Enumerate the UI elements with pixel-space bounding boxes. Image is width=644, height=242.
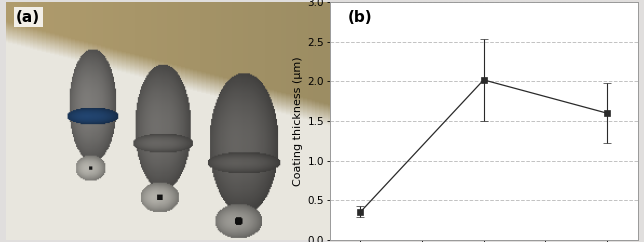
Text: (a): (a)	[16, 9, 41, 24]
Text: (b): (b)	[348, 9, 373, 24]
Y-axis label: Coating thickness (μm): Coating thickness (μm)	[294, 56, 303, 186]
